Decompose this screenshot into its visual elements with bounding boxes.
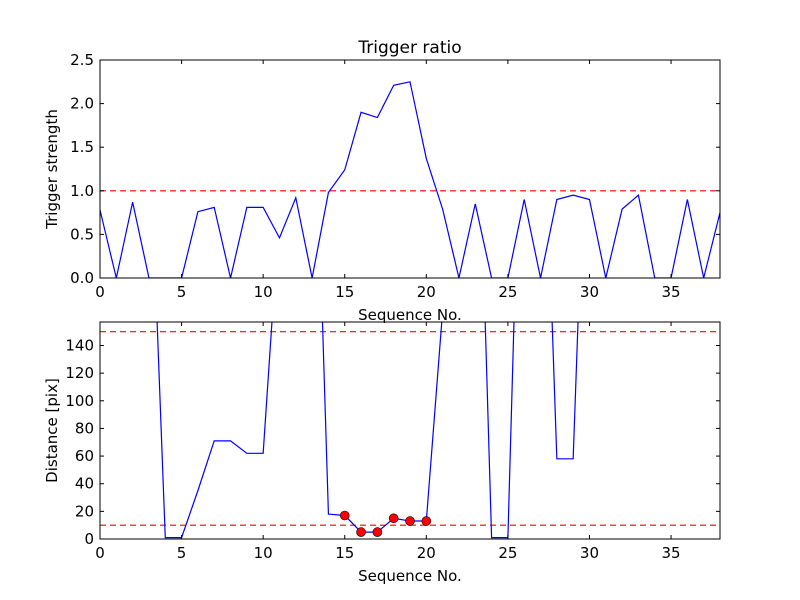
axes-frame [99, 59, 721, 279]
x-tick-label: 0 [95, 544, 105, 562]
y-tick-label: 0 [84, 530, 94, 548]
y-tick-label: 1.0 [70, 182, 94, 200]
y-tick-label: 2.0 [70, 95, 94, 113]
x-tick-label: 10 [254, 544, 273, 562]
y-tick-label: 80 [75, 419, 94, 437]
x-tick-label: 20 [417, 283, 436, 301]
x-axis-label: Sequence No. [358, 306, 462, 324]
y-tick-label: 0.5 [70, 225, 94, 243]
chart-title: Trigger ratio [357, 38, 461, 58]
y-tick-label: 60 [75, 447, 94, 465]
x-tick-label: 10 [254, 283, 273, 301]
plot-area [100, 81, 720, 278]
x-tick-label: 5 [177, 283, 187, 301]
data-marker [372, 527, 383, 537]
x-tick-label: 25 [498, 283, 517, 301]
x-tick-label: 30 [580, 544, 599, 562]
y-axis-label: Trigger strength [43, 109, 61, 230]
x-tick-label: 5 [177, 544, 187, 562]
subplot-2: 0 5 10 15 20 25 30 35 0 20 40 60 80 100 120 140 Sequence… [43, 321, 721, 585]
x-tick-label: 15 [335, 283, 354, 301]
subplot-1: 0 5 10 15 20 25 30 35 0.0 0.5 1.0 1.5 2.0 2.5 Trigger … [43, 38, 721, 324]
data-marker [405, 516, 415, 526]
plot-area [100, 322, 720, 539]
y-tick-label: 140 [65, 336, 94, 354]
y-tick-label: 20 [75, 502, 94, 520]
data-marker [421, 516, 432, 526]
x-axis-label: Sequence No. [358, 567, 462, 585]
x-tick-label: 35 [662, 283, 681, 301]
x-tick-label: 0 [95, 283, 105, 301]
y-tick-label: 2.5 [70, 51, 94, 69]
data-marker [356, 527, 366, 537]
series-line [100, 81, 720, 278]
y-tick-label: 0.0 [70, 269, 94, 287]
y-tick-label: 40 [75, 475, 94, 493]
x-tick-label: 35 [662, 544, 681, 562]
axes-frame [99, 321, 721, 540]
data-marker [388, 513, 399, 524]
series-line [156, 322, 579, 539]
x-tick-label: 30 [580, 283, 599, 301]
y-tick-label: 1.5 [70, 138, 94, 156]
y-axis-label: Distance [pix] [43, 378, 61, 483]
x-tick-label: 15 [335, 544, 354, 562]
data-marker [339, 510, 350, 521]
y-tick-label: 120 [65, 364, 94, 382]
y-tick-label: 100 [65, 392, 94, 410]
x-tick-label: 25 [498, 544, 517, 562]
x-tick-label: 20 [417, 544, 436, 562]
